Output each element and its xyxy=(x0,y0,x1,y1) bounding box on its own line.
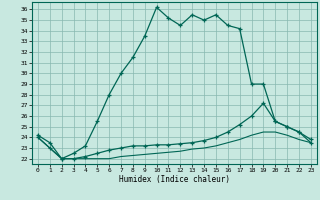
X-axis label: Humidex (Indice chaleur): Humidex (Indice chaleur) xyxy=(119,175,230,184)
